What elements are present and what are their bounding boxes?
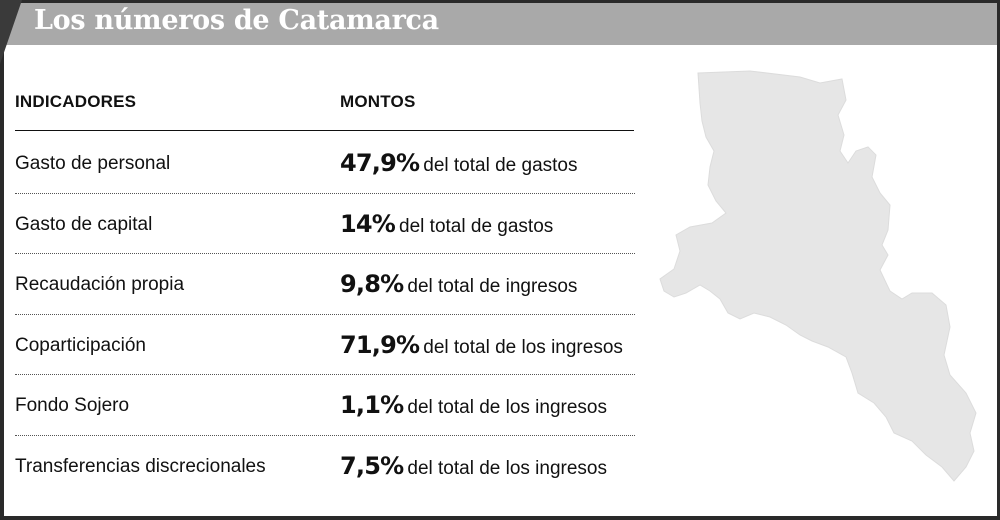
dotted-divider (15, 192, 635, 194)
indicator-value: 9,8% del total de ingresos (340, 270, 577, 298)
value-description: del total de gastos (399, 215, 554, 237)
header-bar (4, 3, 997, 45)
indicator-label: Recaudación propia (15, 274, 185, 295)
indicator-value: 7,5% del total de los ingresos (340, 452, 607, 480)
percentage-value: 14% (340, 209, 396, 238)
column-header-amounts: MONTOS (340, 92, 416, 111)
value-description: del total de los ingresos (407, 397, 607, 418)
frame-top-border (0, 0, 1000, 3)
dotted-divider (15, 313, 635, 315)
dotted-divider (15, 374, 635, 375)
catamarca-province-shape (659, 70, 977, 482)
frame-right-border (997, 2, 1000, 520)
column-header-indicators: INDICADORES (15, 92, 137, 111)
value-description: del total de gastos (423, 155, 578, 176)
value-description: del total de ingresos (407, 276, 578, 297)
table-row: Recaudación propia 9,8% del total de ingr… (15, 254, 640, 315)
table-row: Gasto de personal 47,9% del total de gast… (15, 133, 640, 194)
indicator-value: 47,9% del total de gastos (340, 149, 577, 177)
indicator-label: Fondo Sojero (15, 395, 130, 416)
table-row: Coparticipación 71,9% del total de los in… (15, 315, 640, 375)
header-rule (15, 130, 634, 131)
header-corner-notch (0, 0, 22, 64)
table-row: Gasto de capital 14% del total de gastos (15, 194, 640, 254)
value-description: del total de los ingresos (423, 336, 623, 358)
indicator-label: Transferencias discrecionales (15, 455, 266, 477)
page-title: Los números de Catamarca (34, 5, 439, 36)
indicator-label: Gasto de personal (15, 153, 171, 174)
indicator-value: 71,9% del total de los ingresos (340, 331, 623, 359)
percentage-value: 1,1% (340, 391, 404, 419)
frame-left-border (0, 22, 4, 520)
percentage-value: 71,9% (340, 330, 420, 359)
indicator-label: Gasto de capital (15, 213, 153, 235)
table-row: Fondo Sojero 1,1% del total de los ingres… (15, 375, 640, 436)
catamarca-map (659, 70, 977, 482)
percentage-value: 7,5% (340, 451, 404, 480)
value-description: del total de los ingresos (407, 457, 607, 479)
indicator-label: Coparticipación (15, 334, 146, 356)
frame-bottom-border (0, 516, 1000, 520)
percentage-value: 47,9% (340, 149, 420, 177)
percentage-value: 9,8% (340, 270, 404, 298)
table-row: Transferencias discrecionales 7,5% del to… (15, 436, 640, 497)
indicator-value: 14% del total de gastos (340, 210, 553, 238)
indicator-value: 1,1% del total de los ingresos (340, 391, 607, 419)
dotted-divider (15, 253, 635, 254)
dotted-divider (15, 434, 635, 436)
indicators-table: Gasto de personal 47,9% del total de gast… (15, 133, 640, 496)
